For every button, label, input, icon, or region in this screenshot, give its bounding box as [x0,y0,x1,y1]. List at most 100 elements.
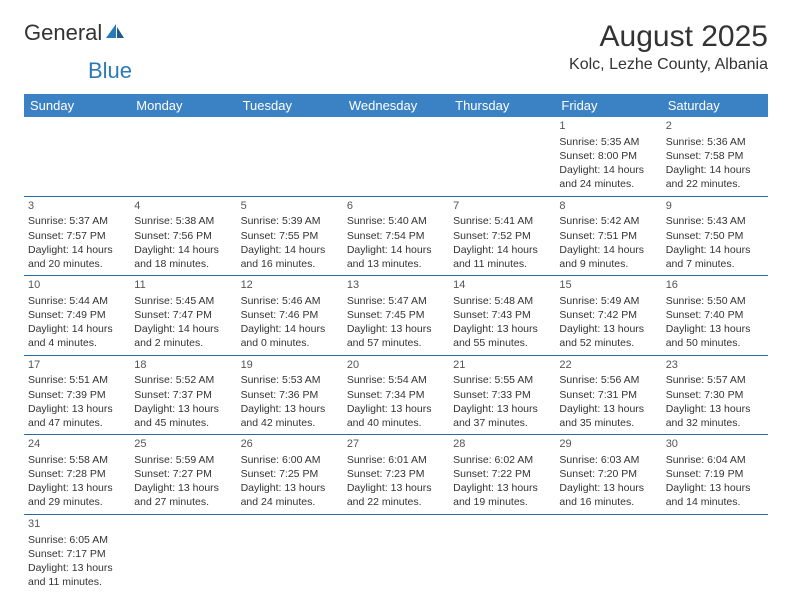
day-detail: and 9 minutes. [559,257,657,271]
day-detail: Sunset: 7:51 PM [559,229,657,243]
day-detail: and 45 minutes. [134,416,232,430]
calendar-cell: 31Sunrise: 6:05 AMSunset: 7:17 PMDayligh… [24,514,130,593]
day-detail: Sunset: 7:27 PM [134,467,232,481]
day-number: 20 [347,358,445,373]
day-detail: Sunset: 7:54 PM [347,229,445,243]
day-detail: Daylight: 13 hours [347,402,445,416]
day-detail: Sunrise: 5:53 AM [241,373,339,387]
day-detail: Daylight: 13 hours [28,561,126,575]
day-detail: Sunset: 7:25 PM [241,467,339,481]
day-detail: and 0 minutes. [241,336,339,350]
day-detail: Sunrise: 5:57 AM [666,373,764,387]
month-title: August 2025 [569,20,768,54]
day-detail: Daylight: 13 hours [453,322,551,336]
calendar-cell: 19Sunrise: 5:53 AMSunset: 7:36 PMDayligh… [237,355,343,435]
calendar-cell: 23Sunrise: 5:57 AMSunset: 7:30 PMDayligh… [662,355,768,435]
day-detail: and 40 minutes. [347,416,445,430]
day-number: 14 [453,278,551,293]
day-detail: Sunset: 7:52 PM [453,229,551,243]
day-number: 18 [134,358,232,373]
day-header: Friday [555,94,661,117]
calendar-cell: 30Sunrise: 6:04 AMSunset: 7:19 PMDayligh… [662,435,768,515]
calendar-cell: 12Sunrise: 5:46 AMSunset: 7:46 PMDayligh… [237,276,343,356]
day-detail: Daylight: 13 hours [666,402,764,416]
day-detail: Sunrise: 5:45 AM [134,294,232,308]
day-number: 19 [241,358,339,373]
day-detail: Sunset: 7:56 PM [134,229,232,243]
day-header: Sunday [24,94,130,117]
day-detail: and 16 minutes. [241,257,339,271]
day-detail: Daylight: 14 hours [347,243,445,257]
day-detail: Sunrise: 5:50 AM [666,294,764,308]
logo-word1: General [24,20,102,46]
day-detail: Sunset: 7:58 PM [666,149,764,163]
calendar-row: 17Sunrise: 5:51 AMSunset: 7:39 PMDayligh… [24,355,768,435]
calendar-cell: 3Sunrise: 5:37 AMSunset: 7:57 PMDaylight… [24,196,130,276]
day-detail: and 13 minutes. [347,257,445,271]
day-number: 29 [559,437,657,452]
calendar-cell: 8Sunrise: 5:42 AMSunset: 7:51 PMDaylight… [555,196,661,276]
day-detail: and 20 minutes. [28,257,126,271]
day-detail: Sunset: 7:57 PM [28,229,126,243]
day-detail: Daylight: 14 hours [666,163,764,177]
day-detail: Sunrise: 5:36 AM [666,135,764,149]
day-detail: Sunset: 7:33 PM [453,388,551,402]
day-detail: Daylight: 14 hours [28,322,126,336]
calendar-cell: 28Sunrise: 6:02 AMSunset: 7:22 PMDayligh… [449,435,555,515]
day-detail: and 11 minutes. [28,575,126,589]
day-detail: Sunrise: 6:02 AM [453,453,551,467]
day-detail: Daylight: 13 hours [453,402,551,416]
day-number: 15 [559,278,657,293]
day-detail: Sunset: 7:46 PM [241,308,339,322]
day-number: 7 [453,199,551,214]
day-number: 26 [241,437,339,452]
day-detail: Sunset: 7:34 PM [347,388,445,402]
day-detail: Sunrise: 5:43 AM [666,214,764,228]
day-detail: Sunset: 7:20 PM [559,467,657,481]
calendar-cell: 18Sunrise: 5:52 AMSunset: 7:37 PMDayligh… [130,355,236,435]
day-header: Saturday [662,94,768,117]
day-detail: Sunrise: 5:40 AM [347,214,445,228]
day-detail: Sunrise: 5:59 AM [134,453,232,467]
day-detail: and 55 minutes. [453,336,551,350]
day-detail: and 24 minutes. [241,495,339,509]
day-number: 8 [559,199,657,214]
day-header: Monday [130,94,236,117]
calendar-cell [449,514,555,593]
day-detail: Sunrise: 5:41 AM [453,214,551,228]
calendar-cell [130,117,236,196]
day-detail: Sunrise: 5:37 AM [28,214,126,228]
calendar-cell [130,514,236,593]
day-detail: Daylight: 13 hours [28,481,126,495]
day-detail: Daylight: 13 hours [347,481,445,495]
day-detail: Sunset: 7:31 PM [559,388,657,402]
calendar-table: SundayMondayTuesdayWednesdayThursdayFrid… [24,94,768,593]
day-detail: and 4 minutes. [28,336,126,350]
day-detail: and 50 minutes. [666,336,764,350]
day-number: 23 [666,358,764,373]
day-number: 21 [453,358,551,373]
calendar-cell [449,117,555,196]
calendar-row: 10Sunrise: 5:44 AMSunset: 7:49 PMDayligh… [24,276,768,356]
logo-word2: Blue [88,58,132,83]
day-detail: and 32 minutes. [666,416,764,430]
day-detail: Sunrise: 5:54 AM [347,373,445,387]
day-detail: Sunrise: 5:38 AM [134,214,232,228]
day-detail: Sunrise: 5:52 AM [134,373,232,387]
day-detail: Sunrise: 5:49 AM [559,294,657,308]
calendar-cell: 9Sunrise: 5:43 AMSunset: 7:50 PMDaylight… [662,196,768,276]
day-header-row: SundayMondayTuesdayWednesdayThursdayFrid… [24,94,768,117]
day-detail: Sunrise: 5:46 AM [241,294,339,308]
day-detail: Daylight: 13 hours [134,481,232,495]
day-detail: Sunset: 7:50 PM [666,229,764,243]
day-number: 31 [28,517,126,532]
day-detail: Daylight: 13 hours [241,402,339,416]
day-number: 10 [28,278,126,293]
day-detail: Daylight: 13 hours [666,481,764,495]
day-detail: and 14 minutes. [666,495,764,509]
day-detail: Sunset: 8:00 PM [559,149,657,163]
day-detail: Daylight: 13 hours [666,322,764,336]
calendar-cell [343,117,449,196]
day-detail: Daylight: 14 hours [134,322,232,336]
day-detail: Sunset: 7:55 PM [241,229,339,243]
